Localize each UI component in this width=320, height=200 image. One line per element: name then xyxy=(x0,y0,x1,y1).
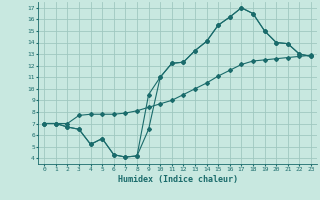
X-axis label: Humidex (Indice chaleur): Humidex (Indice chaleur) xyxy=(118,175,238,184)
